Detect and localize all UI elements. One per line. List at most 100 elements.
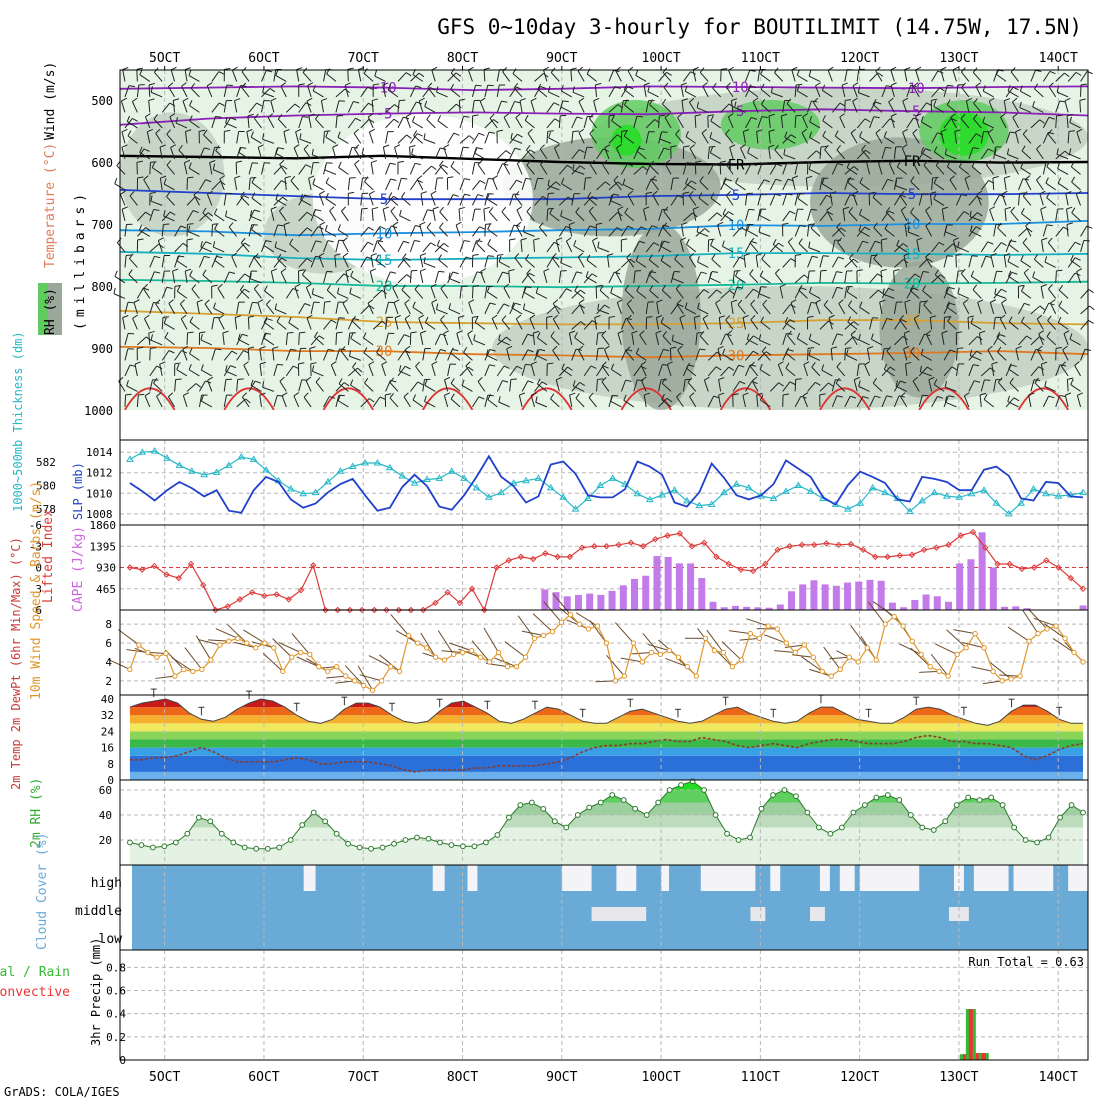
wind-barb xyxy=(184,131,188,144)
wind-barb xyxy=(934,274,945,284)
wind-barb xyxy=(760,399,771,408)
wind-barb-flag xyxy=(580,289,586,295)
wind-barb xyxy=(1055,115,1058,128)
wind-barb xyxy=(1040,209,1044,222)
wind-barb xyxy=(689,396,697,408)
wind-barb-flag xyxy=(533,330,540,334)
wind-barb-flag xyxy=(925,252,931,258)
wind-barb xyxy=(283,224,287,237)
wind-barb-flag xyxy=(212,163,216,170)
wind-barb-flag xyxy=(176,285,181,292)
wind-barb xyxy=(399,370,411,377)
lifted-index-point xyxy=(957,532,965,539)
wind-barb-flag xyxy=(1021,316,1025,323)
wind-barb-flag xyxy=(684,85,688,92)
wind-barb xyxy=(725,319,734,330)
wind-barb-10m xyxy=(595,680,616,683)
wind-barb-flag xyxy=(903,252,910,257)
wind-barb xyxy=(645,163,652,175)
wind10m-tick-label: 4 xyxy=(105,656,112,669)
wind-barb xyxy=(169,116,176,129)
isotherm--5 xyxy=(119,108,1089,126)
wind-barb-flag xyxy=(594,315,601,319)
wind-barb-flag xyxy=(450,378,455,384)
wind-barb xyxy=(658,398,668,408)
wind-barb xyxy=(1042,224,1048,237)
wind-barb-flag xyxy=(824,144,829,151)
wind-barb-flag xyxy=(374,70,377,77)
rh2m-point xyxy=(701,787,707,793)
wind-barb-10m xyxy=(899,643,922,655)
wind-barb-flag xyxy=(651,175,656,181)
wind-barb-flag xyxy=(988,97,995,102)
wind-barb-flag xyxy=(798,238,803,244)
wind-barb xyxy=(305,287,312,299)
wind-barb-flag xyxy=(839,113,845,118)
wind-barb-flag xyxy=(617,181,623,186)
wind-barb xyxy=(850,334,858,346)
rh2m-point xyxy=(172,839,179,846)
wind-barb xyxy=(994,154,1007,160)
wind-barb-10m xyxy=(517,615,535,639)
wind-barb-flag xyxy=(971,161,976,167)
wind-barb xyxy=(422,242,431,253)
wind-barb xyxy=(250,136,262,144)
wind-barb-flag xyxy=(932,176,939,179)
wind-barb-flag xyxy=(319,221,326,226)
wind-barb-flag xyxy=(405,257,411,262)
wind-barb-flag xyxy=(497,253,504,256)
wind-barb-flag xyxy=(680,82,687,86)
wind-barb xyxy=(166,164,175,175)
wind-barb xyxy=(720,103,730,113)
wind-barb xyxy=(943,85,948,98)
wind-barb-flag xyxy=(435,303,439,310)
wind-barb xyxy=(571,289,581,299)
wind-barb-flag xyxy=(836,361,842,368)
wind-barb xyxy=(241,87,250,98)
wind-barb-flag xyxy=(266,299,271,305)
wind-barb xyxy=(298,102,307,113)
wind-barb xyxy=(277,118,287,129)
wind-barb-flag xyxy=(169,113,176,118)
wind-barb-flag xyxy=(535,349,539,356)
wind-barb xyxy=(807,302,812,315)
wind-barb xyxy=(768,131,771,144)
wind-barb-flag xyxy=(877,289,884,295)
wind-barb-flag xyxy=(987,128,994,134)
wind-barb-flag xyxy=(243,361,249,366)
cape-bar xyxy=(956,563,964,610)
wind-barb xyxy=(986,164,995,175)
wind-barb-flag xyxy=(369,190,375,195)
wind-barb xyxy=(178,149,188,160)
wind-barb-flag xyxy=(278,147,285,150)
wind-barb-flag xyxy=(560,101,564,108)
wind-barb-flag xyxy=(523,286,527,293)
wind-barb-flag xyxy=(1036,314,1043,320)
lifted-index-point xyxy=(517,553,525,561)
wind10m-point xyxy=(945,673,951,679)
rh2m-point xyxy=(322,818,329,825)
wind-barb-flag xyxy=(1001,288,1007,293)
wind-barb xyxy=(645,225,653,237)
wind-barb-flag xyxy=(807,347,815,349)
wind-barb xyxy=(459,135,470,144)
wind-barb xyxy=(312,90,324,98)
wind-barb xyxy=(1030,119,1041,129)
wind-barb-flag xyxy=(185,129,192,132)
wind-barb xyxy=(323,319,332,330)
wind-barb xyxy=(285,332,289,345)
wind-barb xyxy=(1066,115,1069,128)
wind-barb xyxy=(1042,132,1049,144)
precip-legend-total: Total / Rain xyxy=(0,965,70,980)
wind-barb xyxy=(521,334,529,346)
thickness-point xyxy=(410,479,419,486)
wind10m-point xyxy=(594,623,601,629)
wind-barb xyxy=(797,197,808,206)
wind-barb-flag xyxy=(382,82,389,86)
wind-barb-flag xyxy=(838,256,845,260)
wind-barb xyxy=(658,147,665,160)
wind-barb-flag xyxy=(882,288,885,295)
wind-barb xyxy=(459,286,462,299)
wind-barb xyxy=(385,131,389,144)
wind-barb-flag xyxy=(674,270,681,273)
